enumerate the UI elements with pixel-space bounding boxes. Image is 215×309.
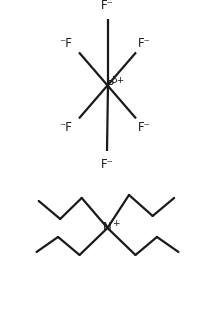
Text: ⁻F: ⁻F [60,121,72,134]
Text: N: N [103,222,112,235]
Text: F⁻: F⁻ [101,0,114,12]
Text: 5+: 5+ [112,76,125,85]
Text: F⁻: F⁻ [138,121,151,134]
Text: P: P [107,79,114,92]
Text: +: + [112,219,120,228]
Text: ⁻F: ⁻F [60,37,72,50]
Text: F⁻: F⁻ [101,159,114,171]
Text: F⁻: F⁻ [138,37,151,50]
